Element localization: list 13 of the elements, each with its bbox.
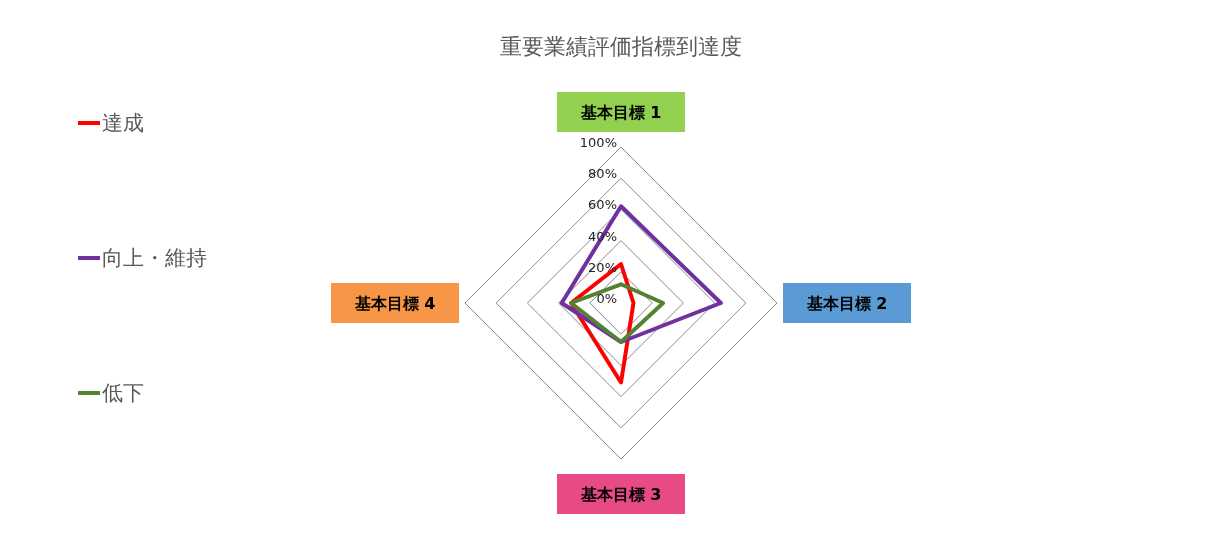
y-tick-label: 80% <box>588 166 617 182</box>
spoke-label: 基本目標 4 <box>353 293 436 313</box>
chart-title: 重要業績評価指標到達度 <box>499 33 743 61</box>
y-tick-label: 100% <box>579 135 617 150</box>
spoke-label: 基本目標 1 <box>579 102 662 122</box>
legend-label: 達成 <box>102 110 144 137</box>
spoke-label: 基本目標 2 <box>805 293 888 313</box>
legend-label: 向上・維持 <box>102 245 207 272</box>
spoke-label: 基本目標 3 <box>579 484 662 504</box>
y-tick-label: 60% <box>588 197 617 213</box>
legend-label: 低下 <box>102 380 144 407</box>
y-tick-label: 20% <box>588 259 617 275</box>
y-tick-label: 0% <box>596 291 617 306</box>
